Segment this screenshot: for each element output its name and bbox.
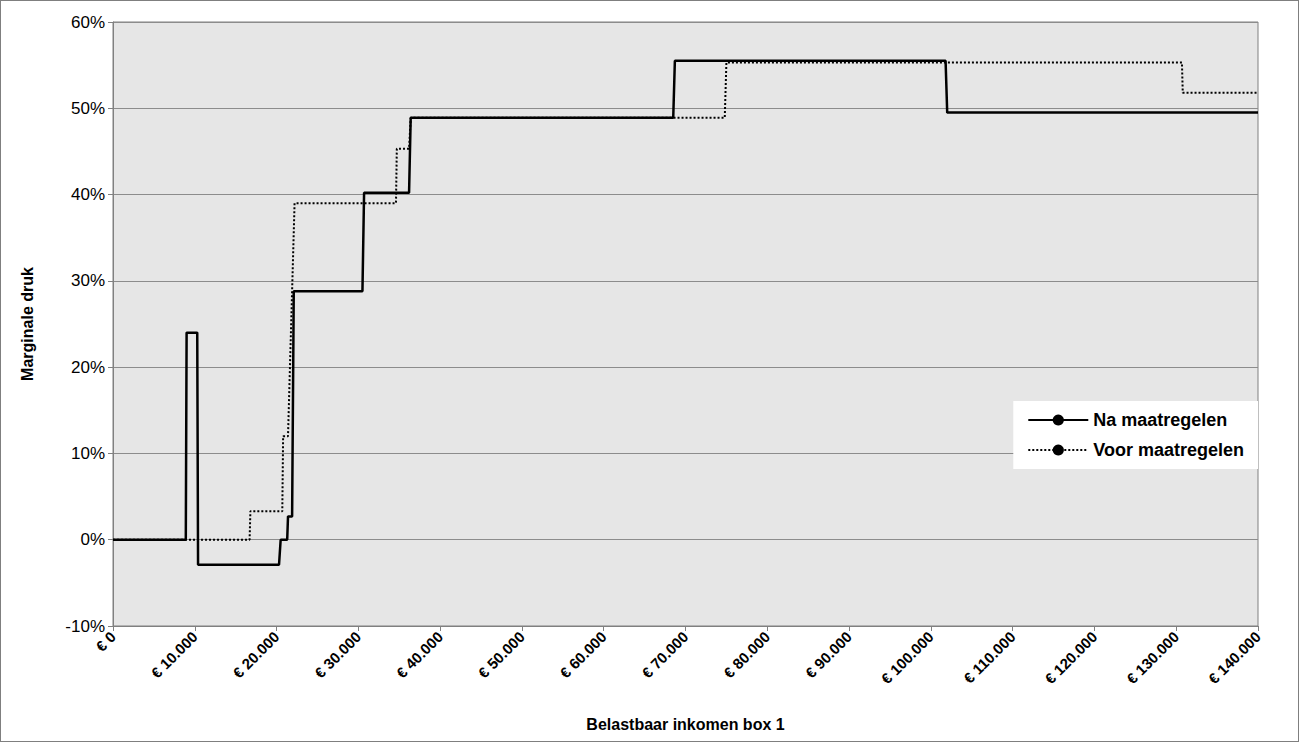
svg-text:20%: 20% xyxy=(71,358,105,377)
svg-text:Belastbaar inkomen box 1: Belastbaar inkomen box 1 xyxy=(586,716,784,733)
svg-text:€ 120.000: € 120.000 xyxy=(1041,628,1100,687)
svg-text:40%: 40% xyxy=(71,185,105,204)
svg-text:€ 60.000: € 60.000 xyxy=(556,628,609,681)
svg-text:€ 130.000: € 130.000 xyxy=(1123,628,1182,687)
svg-text:60%: 60% xyxy=(71,13,105,32)
svg-text:€ 30.000: € 30.000 xyxy=(311,628,364,681)
svg-text:-10%: -10% xyxy=(65,617,105,636)
svg-text:€ 90.000: € 90.000 xyxy=(802,628,855,681)
svg-text:€ 100.000: € 100.000 xyxy=(878,628,937,687)
svg-text:0%: 0% xyxy=(80,530,105,549)
svg-text:€ 140.000: € 140.000 xyxy=(1205,628,1264,687)
svg-text:Na maatregelen: Na maatregelen xyxy=(1093,410,1227,430)
svg-text:50%: 50% xyxy=(71,99,105,118)
svg-text:Marginale druk: Marginale druk xyxy=(19,267,36,381)
svg-text:€ 10.000: € 10.000 xyxy=(148,628,201,681)
svg-text:€ 0: € 0 xyxy=(92,628,119,655)
svg-text:€ 110.000: € 110.000 xyxy=(960,628,1019,687)
svg-text:€ 80.000: € 80.000 xyxy=(720,628,773,681)
svg-text:30%: 30% xyxy=(71,271,105,290)
svg-text:€ 70.000: € 70.000 xyxy=(638,628,691,681)
svg-text:€ 50.000: € 50.000 xyxy=(475,628,528,681)
svg-text:€ 20.000: € 20.000 xyxy=(229,628,282,681)
svg-text:€ 40.000: € 40.000 xyxy=(393,628,446,681)
svg-text:Voor maatregelen: Voor maatregelen xyxy=(1093,440,1244,460)
svg-text:10%: 10% xyxy=(71,444,105,463)
